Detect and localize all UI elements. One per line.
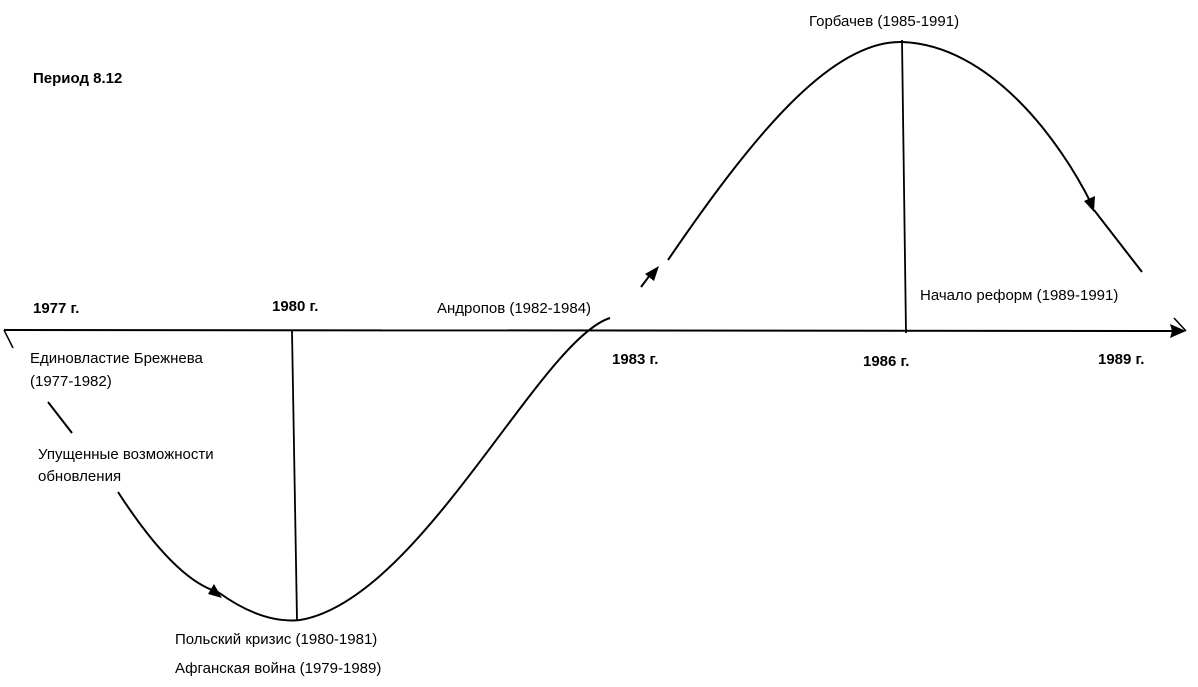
axis-arrow-tail [1173, 317, 1187, 332]
brezhnev-label-line1: Единовластие Брежнева [30, 350, 203, 367]
descent-curve [117, 491, 219, 593]
peak-curve [667, 40, 1093, 261]
marker-line-1986 [901, 39, 907, 334]
year-label-1986: 1986 г. [863, 353, 910, 370]
year-label-1989: 1989 г. [1098, 351, 1145, 368]
andropov-label: Андропов (1982-1984) [437, 300, 592, 317]
period-title: Период 8.12 [33, 70, 123, 87]
year-label-1983: 1983 г. [612, 351, 659, 368]
peak-arrow-icon [1084, 196, 1095, 212]
brezhnev-label-line2: (1977-1982) [30, 373, 112, 390]
missed-opportunities-line1: Упущенные возможности [38, 446, 214, 463]
descent-arrow-icon [208, 584, 222, 598]
fall-segment [1093, 209, 1143, 273]
axis-arrow-icon [1170, 324, 1186, 338]
rise-curve [299, 317, 611, 621]
rise-segment [640, 274, 651, 288]
polish-crisis-label: Польский кризис (1980-1981) [175, 631, 378, 648]
missed-opportunities-line2: обновления [38, 468, 122, 485]
afghan-war-label: Афганская война (1979-1989) [175, 660, 382, 677]
reforms-start-label: Начало реформ (1989-1991) [920, 287, 1119, 304]
gorbachev-label: Горбачев (1985-1991) [809, 13, 960, 30]
trough-curve [217, 591, 301, 622]
year-label-1980: 1980 г. [272, 298, 319, 315]
axis-start-tick [3, 329, 14, 349]
year-label-1977: 1977 г. [33, 300, 80, 317]
marker-line-1980 [291, 330, 298, 621]
rise-arrow-icon [645, 266, 659, 281]
brezhnev-connector [47, 401, 73, 434]
time-axis [3, 329, 1183, 332]
